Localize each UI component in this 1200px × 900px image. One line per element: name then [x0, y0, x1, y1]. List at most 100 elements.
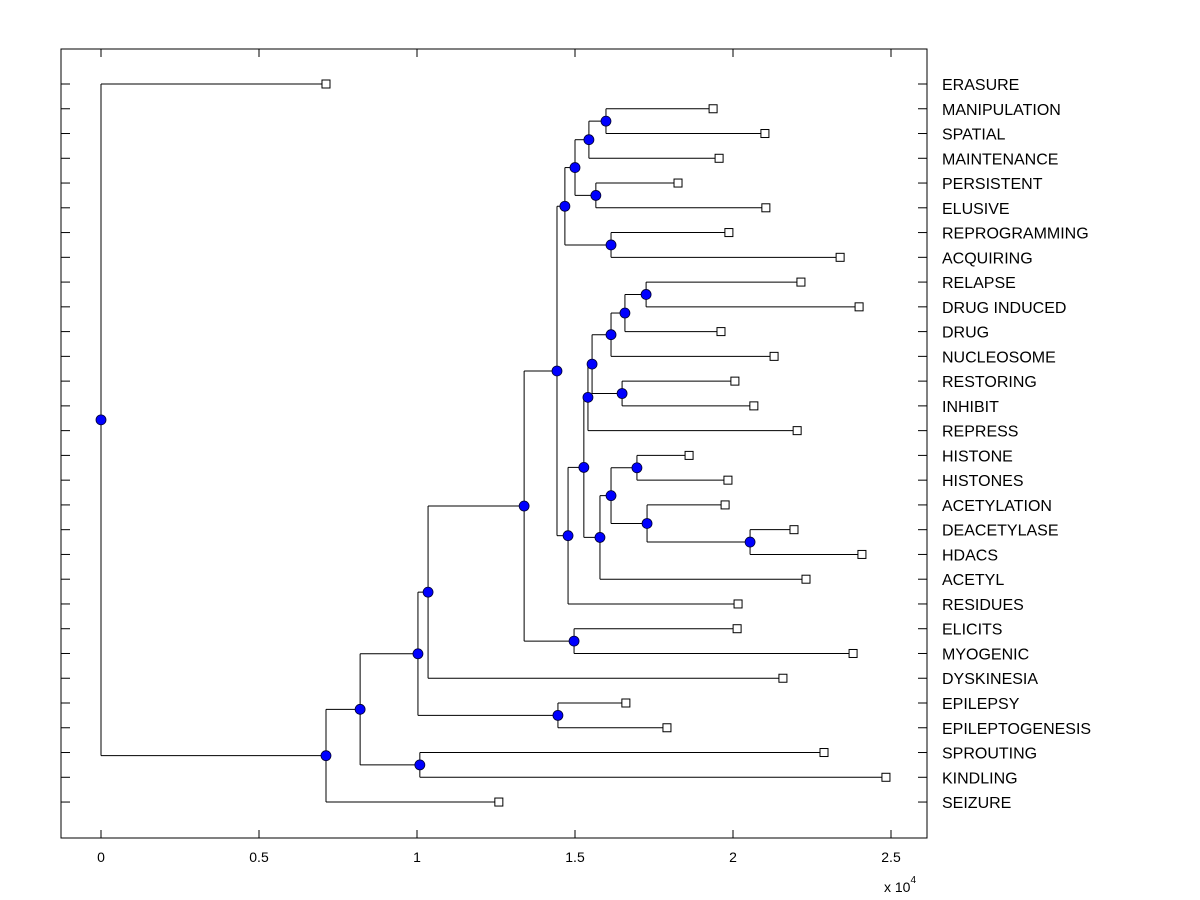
leaf-label: KINDLING — [942, 770, 1018, 787]
node-marker — [414, 759, 426, 771]
leaf-marker — [720, 500, 730, 510]
node-marker — [569, 162, 581, 173]
node-marker — [354, 703, 366, 715]
node-marker — [562, 530, 574, 542]
node-marker — [600, 115, 612, 127]
leaf-label: HISTONE — [942, 448, 1013, 465]
leaf-marker — [621, 698, 631, 708]
leaf-label: ACETYL — [942, 572, 1004, 589]
node-marker — [95, 414, 107, 426]
leaf-marker — [835, 252, 845, 262]
leaf-label: PERSISTENT — [942, 176, 1043, 193]
node-marker — [631, 462, 643, 474]
leaf-label: INHIBIT — [942, 399, 999, 416]
leaf-label: REPROGRAMMING — [942, 226, 1089, 243]
leaf-label: DYSKINESIA — [942, 671, 1038, 688]
leaf-label: EPILEPTOGENESIS — [942, 721, 1091, 738]
leaf-label: EPILEPSY — [942, 696, 1020, 713]
leaf-label: DEACETYLASE — [942, 523, 1058, 540]
node-marker — [744, 536, 756, 548]
node-marker — [583, 134, 595, 146]
leaf-marker — [769, 351, 779, 361]
node-marker — [641, 518, 653, 529]
node-marker — [594, 532, 606, 543]
x-tick-label: 1.5 — [565, 849, 585, 865]
leaf-label: ACQUIRING — [942, 250, 1033, 267]
node-marker — [568, 635, 580, 647]
node-marker — [582, 391, 594, 403]
leaf-marker — [796, 277, 806, 287]
leaf-markers — [321, 79, 891, 807]
leaf-label: HDACS — [942, 547, 998, 564]
leaf-label: MANIPULATION — [942, 102, 1061, 119]
leaf-marker — [854, 302, 864, 312]
leaf-label: REPRESS — [942, 424, 1018, 441]
leaf-label: MAINTENANCE — [942, 151, 1058, 168]
leaf-marker — [733, 599, 743, 609]
leaf-label: SPROUTING — [942, 746, 1037, 763]
leaf-marker — [724, 228, 734, 238]
leaf-marker — [708, 104, 718, 114]
leaf-marker — [732, 624, 742, 634]
leaf-marker — [792, 426, 802, 436]
node-marker — [590, 190, 602, 201]
leaf-label: HISTONES — [942, 473, 1024, 490]
leaf-marker — [673, 178, 683, 188]
leaf-marker — [881, 772, 891, 782]
x-tick-label: 0 — [97, 849, 105, 865]
node-marker — [586, 358, 598, 370]
node-marker — [412, 648, 424, 660]
axes: 0 0.5 1 1.5 2 2.5 — [60, 48, 928, 865]
x-tick-label: 2 — [729, 849, 737, 865]
leaf-label: RELAPSE — [942, 275, 1016, 292]
leaf-marker — [857, 549, 867, 559]
leaf-label: RESIDUES — [942, 597, 1024, 614]
x-tick-label: 1 — [413, 849, 421, 865]
leaf-marker — [760, 129, 770, 139]
node-marker — [605, 239, 617, 251]
leaf-marker — [749, 401, 759, 411]
leaf-label: DRUG — [942, 325, 989, 342]
leaf-label: DRUG INDUCED — [942, 300, 1066, 317]
node-marker — [640, 289, 652, 300]
node-marker — [619, 307, 631, 319]
leaf-labels: ERASURE MANIPULATION SPATIAL MAINTENANCE PER… — [942, 77, 1091, 812]
node-marker — [578, 461, 590, 473]
node-marker — [605, 490, 617, 502]
node-marker — [320, 750, 332, 762]
node-marker — [552, 709, 564, 721]
leaf-label: SEIZURE — [942, 795, 1011, 812]
leaf-marker — [723, 475, 733, 485]
leaf-label: ELICITS — [942, 622, 1002, 639]
leaf-marker — [801, 574, 811, 584]
leaf-marker — [662, 723, 672, 733]
node-marker — [518, 500, 530, 512]
leaf-label: ACETYLATION — [942, 498, 1052, 515]
node-marker — [559, 200, 571, 212]
node-marker — [422, 586, 434, 598]
node-markers — [95, 115, 756, 771]
leaf-label: RESTORING — [942, 374, 1037, 391]
leaf-label: ELUSIVE — [942, 201, 1010, 218]
leaf-label: SPATIAL — [942, 127, 1006, 144]
leaf-marker — [494, 797, 504, 807]
leaf-marker — [730, 376, 740, 386]
leaf-marker — [848, 648, 858, 658]
node-marker — [616, 388, 628, 399]
node-marker — [551, 365, 563, 377]
x-multiplier-exponent: 4 — [910, 875, 916, 886]
x-tick-label: 0.5 — [249, 849, 269, 865]
x-multiplier-base: x 10 — [884, 879, 911, 895]
axes-box — [60, 48, 928, 839]
leaf-marker — [819, 748, 829, 758]
leaf-marker — [714, 153, 724, 163]
leaf-marker — [778, 673, 788, 683]
x-tick-label: 2.5 — [881, 849, 901, 865]
leaf-label: NUCLEOSOME — [942, 349, 1056, 366]
leaf-marker — [761, 203, 771, 213]
leaf-marker — [684, 450, 694, 460]
x-axis-multiplier: x 104 — [884, 875, 916, 895]
leaf-marker — [321, 79, 331, 89]
